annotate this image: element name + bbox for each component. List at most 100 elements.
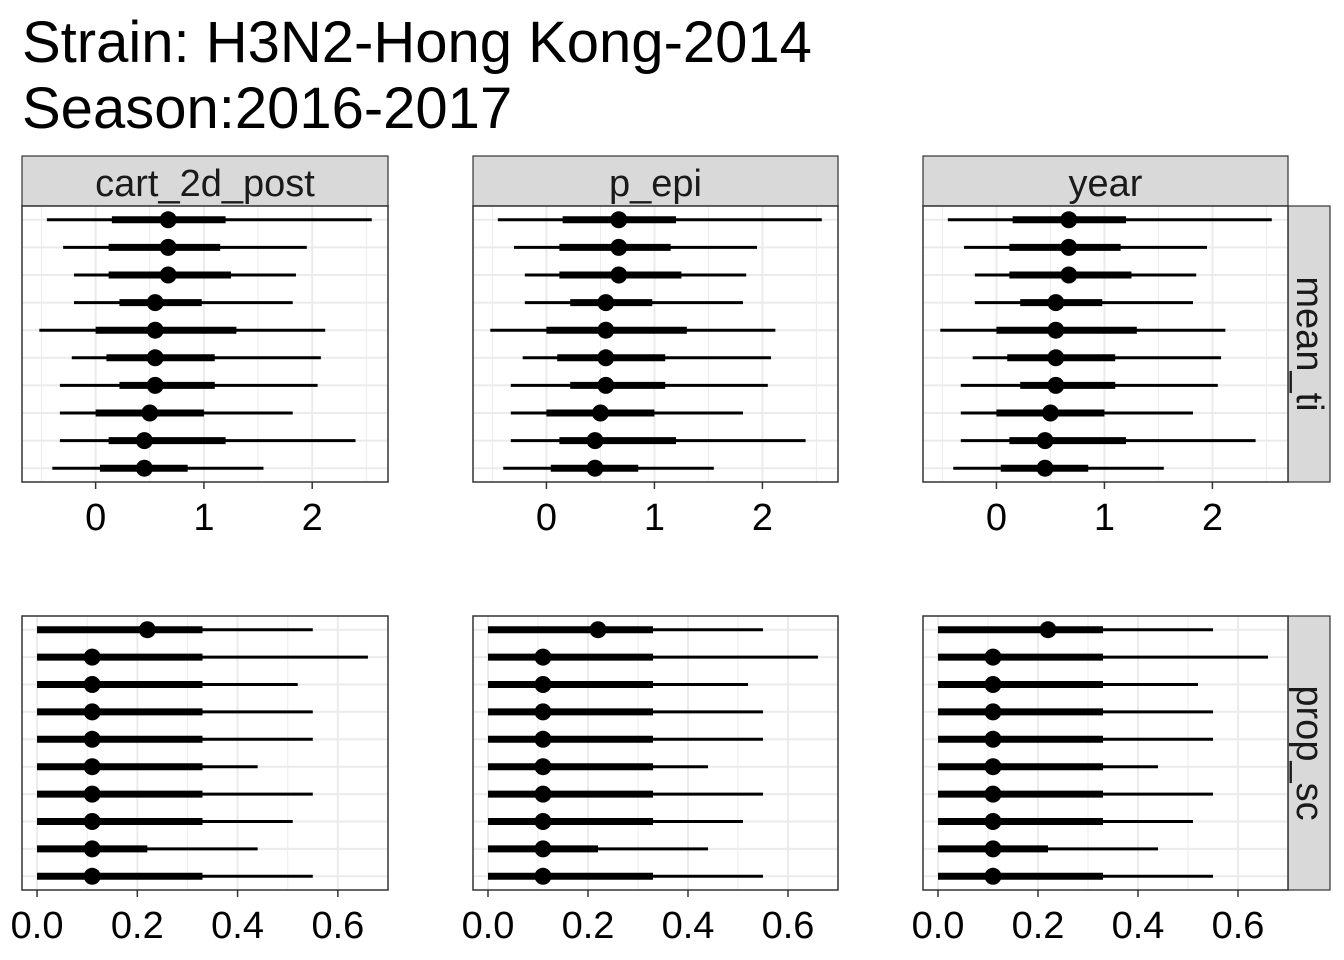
panel-year-prop_sc-tick-label: 0.0 <box>912 905 965 947</box>
panel-year-prop_sc-border <box>922 615 1289 891</box>
panel-year-prop_sc-tick-label: 0.4 <box>1112 905 1165 947</box>
panel-year-mean_ti-point-estimate <box>1047 376 1065 394</box>
facet-label-year: year <box>1069 163 1143 205</box>
panel-cart_2d_post-prop_sc-point-estimate <box>83 840 101 858</box>
panel-year-prop_sc-point-estimate <box>984 730 1002 748</box>
panel-p_epi-prop_sc-point-estimate <box>534 648 552 666</box>
panel-cart_2d_post-prop_sc-tick-label: 0.4 <box>211 905 264 947</box>
panel-year-prop_sc-point-estimate <box>984 785 1002 803</box>
panel-cart_2d_post-prop_sc-tick-label: 0.0 <box>11 905 64 947</box>
panel-year-mean_ti-tick-label: 1 <box>1094 497 1115 539</box>
chart-subtitle: Season:2016-2017 <box>22 76 513 141</box>
panel-p_epi-mean_ti-point-estimate <box>597 321 615 339</box>
panel-cart_2d_post-mean_ti-background <box>22 206 388 482</box>
panel-p_epi-prop_sc-tick-label: 0.2 <box>562 905 615 947</box>
panel-p_epi-mean_ti-point-estimate <box>586 432 604 450</box>
panel-p_epi-mean_ti-background <box>473 206 838 482</box>
panel-year-prop_sc-point-estimate <box>984 813 1002 830</box>
panel-cart_2d_post-mean_ti-point-estimate <box>135 432 153 450</box>
panel-p_epi-prop_sc-point-estimate <box>534 758 552 776</box>
panel-cart_2d_post-mean_ti-point-estimate <box>146 349 164 367</box>
panel-cart_2d_post-mean_ti-tick-label: 0 <box>85 497 106 539</box>
panel-year-mean_ti-point-estimate <box>1036 459 1054 477</box>
panel-p_epi-mean_ti-point-estimate <box>610 238 628 256</box>
panel-year-mean_ti-background <box>923 206 1288 482</box>
panel-year-prop_sc-background <box>923 616 1288 890</box>
panel-p_epi-mean_ti-point-estimate <box>597 294 615 312</box>
panel-year-prop_sc-point-estimate <box>984 648 1002 666</box>
panel-p_epi-prop_sc-point-estimate <box>534 703 552 721</box>
panel-cart_2d_post-mean_ti-point-estimate <box>135 459 153 477</box>
panel-year-prop_sc-point-estimate <box>984 867 1002 885</box>
facet-label-mean_ti: mean_ti <box>1288 276 1330 411</box>
panel-year-prop_sc-point-estimate <box>984 840 1002 858</box>
facet-label-cart_2d_post: cart_2d_post <box>95 163 315 205</box>
panel-p_epi-prop_sc-point-estimate <box>534 730 552 748</box>
panel-p_epi-prop_sc-background <box>473 616 838 890</box>
panel-year-mean_ti-tick-label: 2 <box>1202 497 1223 539</box>
panel-cart_2d_post-mean_ti-point-estimate <box>159 211 177 229</box>
panel-p_epi-mean_ti-tick-label: 0 <box>536 497 557 539</box>
panel-year-prop_sc-point-estimate <box>984 758 1002 776</box>
panel-year-mean_ti-point-estimate <box>1047 321 1065 339</box>
panel-year-prop_sc-tick-label: 0.6 <box>1212 905 1265 947</box>
panel-year-prop_sc-tick-label: 0.2 <box>1012 905 1065 947</box>
panel-p_epi-prop_sc-point-estimate <box>534 785 552 803</box>
panel-cart_2d_post-prop_sc-point-estimate <box>138 621 156 639</box>
panel-cart_2d_post-mean_ti-point-estimate <box>159 238 177 256</box>
panel-cart_2d_post-prop_sc-point-estimate <box>83 648 101 666</box>
facet-strip-mean_ti <box>1287 205 1331 483</box>
panel-p_epi-prop_sc-tick-label: 0.6 <box>762 905 815 947</box>
panel-cart_2d_post-prop_sc-point-estimate <box>83 730 101 748</box>
panel-year-mean_ti-border <box>922 205 1289 483</box>
facet-strip-prop_sc <box>1287 615 1331 891</box>
facet-label-prop_sc: prop_sc <box>1288 685 1330 820</box>
panel-year-mean_ti-tick-label: 0 <box>986 497 1007 539</box>
panel-cart_2d_post-prop_sc-point-estimate <box>83 676 101 693</box>
panel-cart_2d_post-prop_sc-point-estimate <box>83 703 101 721</box>
panel-p_epi-mean_ti-point-estimate <box>610 266 628 284</box>
panel-p_epi-prop_sc-point-estimate <box>534 840 552 858</box>
panel-p_epi-mean_ti-point-estimate <box>586 459 604 477</box>
panel-p_epi-prop_sc-point-estimate <box>589 621 607 639</box>
panel-year-mean_ti-point-estimate <box>1036 432 1054 450</box>
panel-cart_2d_post-prop_sc-point-estimate <box>83 758 101 776</box>
panel-p_epi-prop_sc-tick-label: 0.4 <box>662 905 715 947</box>
panel-p_epi-mean_ti-tick-label: 2 <box>752 497 773 539</box>
panel-cart_2d_post-mean_ti-border <box>21 205 389 483</box>
panel-p_epi-mean_ti-point-estimate <box>591 404 609 422</box>
panel-year-mean_ti-point-estimate <box>1047 349 1065 367</box>
panel-year-mean_ti-point-estimate <box>1060 238 1078 256</box>
panel-cart_2d_post-mean_ti-point-estimate <box>146 321 164 339</box>
panel-p_epi-prop_sc-point-estimate <box>534 867 552 885</box>
panel-cart_2d_post-prop_sc-point-estimate <box>83 867 101 885</box>
panel-p_epi-mean_ti-tick-label: 1 <box>644 497 665 539</box>
panel-year-mean_ti-point-estimate <box>1060 211 1078 229</box>
panel-p_epi-prop_sc-tick-label: 0.0 <box>462 905 515 947</box>
panel-cart_2d_post-mean_ti-point-estimate <box>146 294 164 312</box>
facet-strip-p_epi <box>472 155 839 207</box>
panel-year-prop_sc-point-estimate <box>984 676 1002 693</box>
panel-cart_2d_post-prop_sc-background <box>22 616 388 890</box>
panel-cart_2d_post-prop_sc-point-estimate <box>83 785 101 803</box>
panel-p_epi-mean_ti-point-estimate <box>610 211 628 229</box>
panel-p_epi-mean_ti-point-estimate <box>597 376 615 394</box>
panel-p_epi-prop_sc-border <box>472 615 839 891</box>
panel-p_epi-mean_ti-border <box>472 205 839 483</box>
facet-strip-year <box>922 155 1289 207</box>
panel-cart_2d_post-prop_sc-tick-label: 0.6 <box>311 905 364 947</box>
panel-year-prop_sc-point-estimate <box>1039 621 1057 639</box>
panel-cart_2d_post-prop_sc-point-estimate <box>83 813 101 830</box>
panel-p_epi-mean_ti-point-estimate <box>597 349 615 367</box>
panel-cart_2d_post-mean_ti-tick-label: 2 <box>302 497 323 539</box>
panel-cart_2d_post-mean_ti-tick-label: 1 <box>193 497 214 539</box>
facet-label-p_epi: p_epi <box>609 163 702 205</box>
panel-year-mean_ti-point-estimate <box>1047 294 1065 312</box>
panel-year-mean_ti-point-estimate <box>1041 404 1059 422</box>
panel-year-mean_ti-point-estimate <box>1060 266 1078 284</box>
panel-cart_2d_post-mean_ti-point-estimate <box>159 266 177 284</box>
panel-cart_2d_post-mean_ti-point-estimate <box>146 376 164 394</box>
chart-title: Strain: H3N2-Hong Kong-2014 <box>22 10 812 75</box>
panel-year-prop_sc-point-estimate <box>984 703 1002 721</box>
